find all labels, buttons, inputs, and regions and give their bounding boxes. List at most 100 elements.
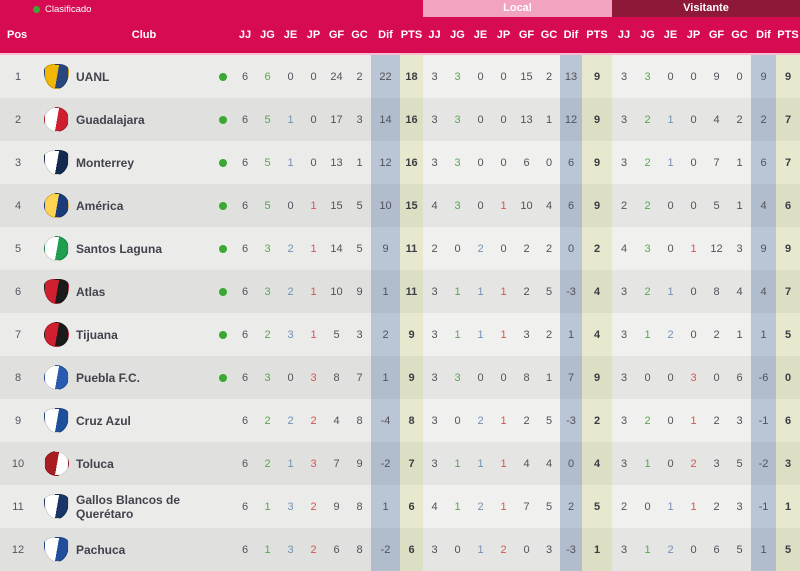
visitante-je-cell: 0 (659, 55, 682, 98)
visitante-pts-cell: 0 (776, 356, 800, 399)
visitante-jg-cell: 2 (636, 270, 659, 313)
general-gc-cell: 8 (356, 543, 363, 556)
general-jj-cell: 6 (241, 328, 249, 341)
local-je-cell: 0 (469, 55, 492, 98)
club-name[interactable]: Guadalajara (76, 112, 145, 127)
crest-cell (36, 399, 76, 442)
general-je-cell: 1 (287, 113, 294, 126)
table-row: 7 Tijuana 6 2 3 1 5 3 2 9 3 1 1 1 3 2 1 4 3 1 2 0 2 1 1 5 (0, 313, 800, 356)
qualified-dot-icon (219, 72, 227, 81)
general-jp-cell: 3 (310, 457, 317, 470)
club-name[interactable]: Pachuca (76, 542, 126, 557)
club-name[interactable]: Tijuana (76, 327, 118, 342)
local-gf-cell: 15 (515, 55, 538, 98)
local-jj-cell: 3 (423, 528, 446, 571)
general-dif-cell: 12 (371, 141, 400, 184)
visitante-gf-cell: 2 (705, 485, 728, 528)
general-gf-cell: 15 (330, 199, 343, 212)
pos-cell: 5 (14, 242, 22, 255)
general-dif-cell: -2 (371, 442, 400, 485)
club-name[interactable]: Puebla F.C. (76, 370, 141, 385)
local-je-cell: 1 (469, 528, 492, 571)
qualified-cell (212, 55, 234, 98)
qualified-cell (212, 184, 234, 227)
local-jj-cell: 3 (423, 356, 446, 399)
pos-cell: 4 (14, 199, 22, 212)
general-gc-cell: 3 (356, 328, 363, 341)
col-header-local-jg: JG (450, 29, 465, 41)
general-gf-cell: 24 (330, 70, 343, 83)
visitante-gc-cell: 5 (728, 528, 751, 571)
local-jg-cell: 1 (446, 442, 469, 485)
visitante-gc-cell: 1 (728, 184, 751, 227)
club-name[interactable]: Atlas (76, 284, 106, 299)
visitante-pts-cell: 9 (776, 227, 800, 270)
pos-cell: 1 (14, 70, 22, 83)
crest-cell (36, 485, 76, 528)
qualified-cell (212, 442, 234, 485)
visitante-dif-cell: 6 (751, 141, 776, 184)
col-header-dot-spacer (212, 17, 234, 53)
local-jj-cell: 2 (423, 227, 446, 270)
col-header-visitante-je: JE (663, 29, 678, 41)
general-gf-cell: 5 (333, 328, 340, 341)
general-pts-cell: 9 (400, 313, 423, 356)
general-je-cell: 3 (287, 500, 294, 513)
general-jj-cell: 6 (241, 500, 249, 513)
general-gc-cell: 8 (356, 500, 363, 513)
col-header-general-dif: Dif (378, 29, 393, 41)
crest-cell (36, 184, 76, 227)
visitante-jj-cell: 3 (612, 356, 636, 399)
col-header-crest-spacer (36, 17, 76, 53)
visitante-gf-cell: 2 (705, 313, 728, 356)
visitante-jp-cell: 1 (682, 227, 705, 270)
legend-label: Clasificado (45, 4, 92, 15)
general-gf-cell: 6 (333, 543, 340, 556)
visitante-gc-cell: 6 (728, 356, 751, 399)
visitante-dif-cell: -1 (751, 485, 776, 528)
visitante-pts-cell: 7 (776, 270, 800, 313)
visitante-gc-cell: 2 (728, 98, 751, 141)
visitante-jg-cell: 2 (636, 98, 659, 141)
team-crest-icon (43, 408, 69, 433)
header-divider (0, 53, 800, 55)
col-header-club: Club (131, 29, 157, 41)
local-pts-cell: 2 (582, 399, 612, 442)
team-crest-icon (43, 107, 69, 132)
club-name[interactable]: Toluca (76, 456, 114, 471)
local-je-cell: 2 (469, 399, 492, 442)
visitante-gc-cell: 3 (728, 399, 751, 442)
general-dif-cell: 1 (371, 485, 400, 528)
club-name[interactable]: UANL (76, 69, 110, 84)
local-jj-cell: 3 (423, 141, 446, 184)
general-gc-cell: 8 (356, 414, 363, 427)
team-crest-icon (43, 537, 69, 562)
local-gc-cell: 5 (538, 270, 560, 313)
visitante-pts-cell: 6 (776, 184, 800, 227)
local-jj-cell: 4 (423, 184, 446, 227)
col-header-general-gf: GF (328, 29, 345, 41)
general-jp-cell: 2 (310, 500, 317, 513)
visitante-jj-cell: 3 (612, 98, 636, 141)
general-gc-cell: 1 (356, 156, 363, 169)
table-header: Clasificado Local Visitante Pos Club JJ JG J… (0, 0, 800, 53)
qualified-cell (212, 356, 234, 399)
general-je-cell: 3 (287, 543, 294, 556)
local-gc-cell: 1 (538, 98, 560, 141)
club-name[interactable]: Gallos Blancos de Querétaro (76, 492, 181, 521)
visitante-je-cell: 0 (659, 399, 682, 442)
table-row: 11 Gallos Blancos de Querétaro 6 1 3 2 9 8 1 6 4 1 2… (0, 485, 800, 528)
visitante-je-cell: 0 (659, 356, 682, 399)
local-dif-cell: 6 (560, 184, 582, 227)
club-name[interactable]: América (76, 198, 124, 213)
local-je-cell: 1 (469, 442, 492, 485)
visitante-jg-cell: 3 (636, 227, 659, 270)
local-gc-cell: 5 (538, 399, 560, 442)
club-name[interactable]: Santos Laguna (76, 241, 163, 256)
club-name[interactable]: Monterrey (76, 155, 135, 170)
general-jg-cell: 6 (264, 70, 271, 83)
general-gf-cell: 13 (330, 156, 343, 169)
column-headers: Pos Club JJ JG JE JP GF GC Dif PTS JJ JG JE JP GF GC Dif… (0, 17, 800, 53)
visitante-jp-cell: 0 (682, 141, 705, 184)
club-name[interactable]: Cruz Azul (76, 413, 131, 428)
